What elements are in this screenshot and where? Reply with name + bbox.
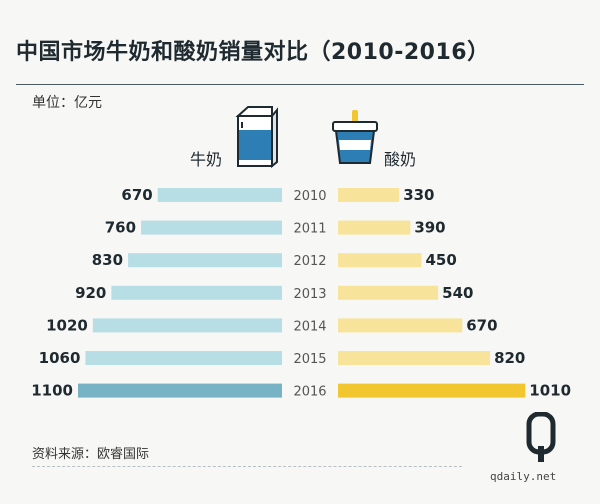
yogurt-bar <box>338 286 438 300</box>
source-note: 资料来源：欧睿国际 <box>32 443 149 462</box>
year-label: 2013 <box>293 287 326 302</box>
year-label: 2011 <box>293 222 326 237</box>
yogurt-bar <box>338 188 399 202</box>
milk-bar <box>141 221 282 235</box>
yogurt-value-label: 330 <box>403 186 434 204</box>
milk-value-label: 670 <box>121 186 152 204</box>
watermark: qdaily.net <box>490 470 556 483</box>
milk-value-label: 760 <box>105 219 136 237</box>
yogurt-value-label: 820 <box>494 349 525 367</box>
milk-value-label: 920 <box>75 284 106 302</box>
milk-bar <box>128 253 282 267</box>
milk-bar <box>111 286 282 300</box>
milk-value-label: 1100 <box>31 382 73 400</box>
year-label: 2014 <box>293 319 326 334</box>
yogurt-bar <box>338 253 421 267</box>
yogurt-bar <box>338 351 490 365</box>
milk-bar <box>93 318 282 332</box>
yogurt-value-label: 540 <box>442 284 473 302</box>
footer-divider <box>32 466 462 467</box>
year-label: 2010 <box>293 189 326 204</box>
yogurt-value-label: 1010 <box>529 382 571 400</box>
milk-bar <box>85 351 282 365</box>
yogurt-value-label: 670 <box>466 316 497 334</box>
yogurt-value-label: 390 <box>414 219 445 237</box>
yogurt-bar <box>338 384 525 398</box>
diverging-bar-chart: 670 330 2010 760 390 2011 830 450 2012 920 540 2013… <box>0 0 600 504</box>
year-label: 2016 <box>293 385 326 400</box>
milk-value-label: 1060 <box>39 349 81 367</box>
yogurt-value-label: 450 <box>425 251 456 269</box>
milk-value-label: 830 <box>92 251 123 269</box>
year-label: 2015 <box>293 352 326 367</box>
yogurt-bar <box>338 221 410 235</box>
year-label: 2012 <box>293 254 326 269</box>
milk-bar <box>158 188 282 202</box>
milk-bar <box>78 384 282 398</box>
milk-value-label: 1020 <box>46 316 88 334</box>
yogurt-bar <box>338 318 462 332</box>
brand-q-logo <box>526 412 556 464</box>
